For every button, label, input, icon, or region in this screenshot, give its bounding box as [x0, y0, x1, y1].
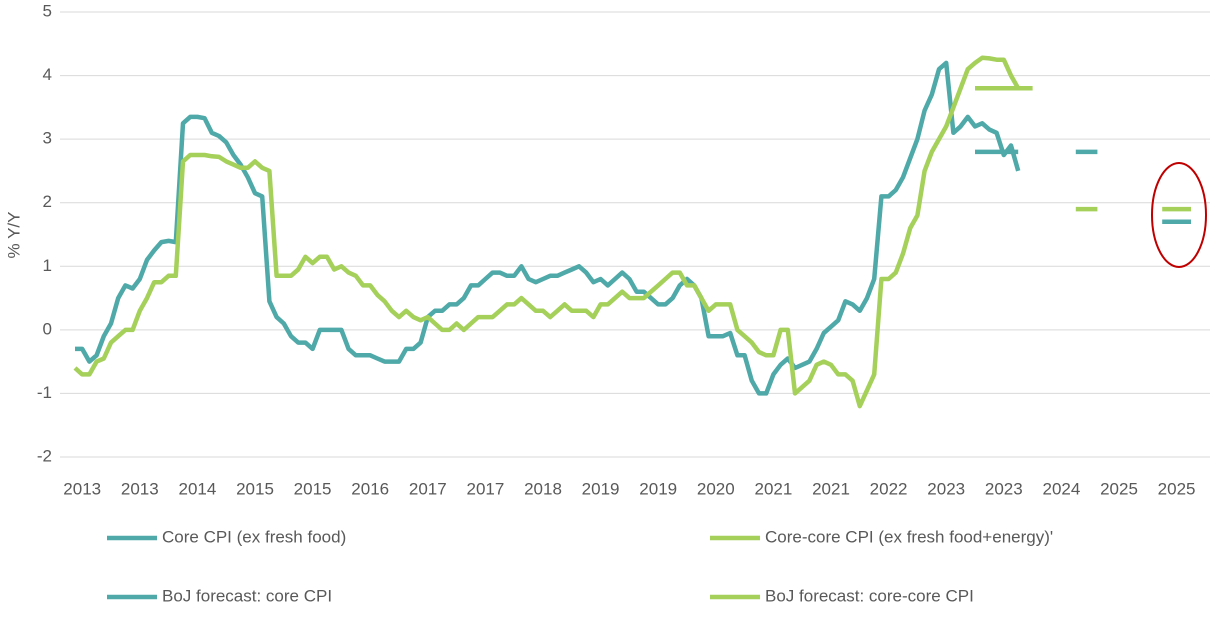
x-tick-label: 2025 [1100, 479, 1138, 498]
y-tick-label: 3 [43, 129, 52, 148]
x-tick-label: 2019 [639, 479, 677, 498]
legend-label: BoJ forecast: core-core CPI [765, 586, 974, 605]
x-tick-label: 2014 [178, 479, 216, 498]
highlight-ellipse [1151, 162, 1207, 268]
x-tick-label: 2015 [294, 479, 332, 498]
y-axis-label: % Y/Y [4, 212, 23, 259]
legend-label: Core-core CPI (ex fresh food+energy)' [765, 527, 1053, 546]
x-tick-label: 2025 [1158, 479, 1196, 498]
y-tick-label: 0 [43, 319, 52, 338]
y-tick-label: 1 [43, 256, 52, 275]
x-tick-label: 2013 [121, 479, 159, 498]
x-tick-label: 2022 [870, 479, 908, 498]
x-tick-label: 2015 [236, 479, 274, 498]
x-tick-label: 2023 [927, 479, 965, 498]
x-tick-label: 2021 [812, 479, 850, 498]
series-line [73, 55, 1021, 409]
x-tick-label: 2018 [524, 479, 562, 498]
y-tick-label: -1 [37, 383, 52, 402]
x-tick-label: 2013 [63, 479, 101, 498]
y-tick-label: -2 [37, 446, 52, 465]
x-tick-label: 2017 [466, 479, 504, 498]
series-line [75, 60, 1021, 396]
legend-label: BoJ forecast: core CPI [162, 586, 332, 605]
y-tick-label: 5 [43, 1, 52, 20]
x-tick-label: 2020 [697, 479, 735, 498]
x-tick-label: 2021 [754, 479, 792, 498]
x-tick-label: 2019 [582, 479, 620, 498]
x-tick-label: 2017 [409, 479, 447, 498]
x-tick-label: 2016 [351, 479, 389, 498]
y-tick-label: 4 [43, 65, 52, 84]
x-tick-label: 2024 [1042, 479, 1080, 498]
legend-label: Core CPI (ex fresh food) [162, 527, 346, 546]
y-tick-label: 2 [43, 192, 52, 211]
x-tick-label: 2023 [985, 479, 1023, 498]
